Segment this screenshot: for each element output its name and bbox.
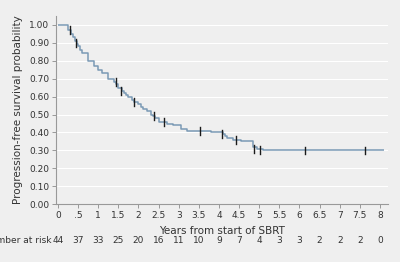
Text: 44: 44	[52, 236, 64, 245]
Text: 2: 2	[337, 236, 342, 245]
Text: 10: 10	[193, 236, 205, 245]
Text: 33: 33	[92, 236, 104, 245]
Text: 4: 4	[256, 236, 262, 245]
Text: 37: 37	[72, 236, 84, 245]
X-axis label: Years from start of SBRT: Years from start of SBRT	[159, 226, 285, 236]
Text: 3: 3	[296, 236, 302, 245]
Text: 9: 9	[216, 236, 222, 245]
Text: 2: 2	[357, 236, 363, 245]
Text: Number at risk: Number at risk	[0, 236, 52, 245]
Text: 7: 7	[236, 236, 242, 245]
Text: 3: 3	[276, 236, 282, 245]
Text: 2: 2	[317, 236, 322, 245]
Text: 0: 0	[377, 236, 383, 245]
Text: 20: 20	[133, 236, 144, 245]
Text: 16: 16	[153, 236, 164, 245]
Y-axis label: Progression-free survival probability: Progression-free survival probability	[13, 16, 23, 204]
Text: 25: 25	[113, 236, 124, 245]
Text: 11: 11	[173, 236, 184, 245]
